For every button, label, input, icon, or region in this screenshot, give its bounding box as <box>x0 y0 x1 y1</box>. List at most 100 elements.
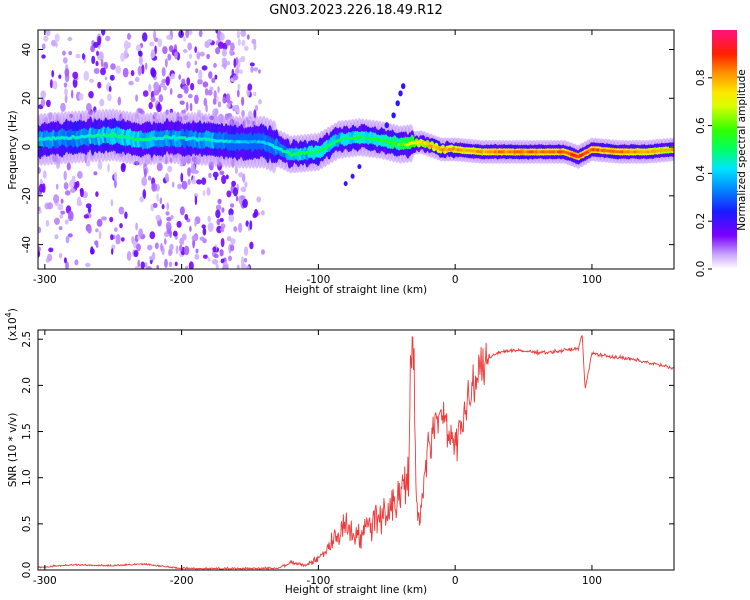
spectrogram-scatter-blob <box>95 228 99 233</box>
spectrogram-scatter-blob <box>155 214 161 221</box>
spectrogram-scatter-blob <box>244 181 248 188</box>
spectrogram-scatter-blob <box>228 208 234 217</box>
spectrogram-scatter-blob <box>126 251 132 261</box>
spectrogram-scatter-blob <box>207 257 211 262</box>
spectrogram-scatter-blob <box>72 71 79 80</box>
spectrogram-scatter-blob <box>213 253 219 259</box>
spectrogram-scatter-blob <box>63 182 69 190</box>
spectrogram-scatter-blob <box>38 206 41 211</box>
spectrogram-scatter-blob <box>148 102 153 110</box>
spectrogram-scatter-blob <box>220 226 225 233</box>
spectrogram-scatter-blob <box>254 104 259 112</box>
spectrogram-scatter-blob <box>187 167 191 177</box>
spectrogram-scatter-blob <box>219 249 224 257</box>
colorbar-ticks: 0.0 0.2 0.4 0.6 0.8 <box>695 69 712 277</box>
spectrogram-scatter-blob <box>137 108 144 114</box>
spectrogram-scatter-blob <box>212 246 217 253</box>
spectrogram-scatter-blob <box>110 63 116 70</box>
spectrogram-streak-blob <box>377 129 383 136</box>
snr-y-multiplier-base: (x10 <box>7 317 19 341</box>
snr-y-tick-label: 0.0 <box>21 562 33 579</box>
spectrogram-scatter-blob <box>184 214 189 220</box>
spectrogram-scatter-blob <box>99 98 105 107</box>
spectrogram-scatter-blob <box>114 227 118 233</box>
spectrogram-scatter-blob <box>142 189 147 200</box>
spectrogram-scatter-blob <box>60 210 66 215</box>
spectrogram-scatter-blob <box>128 80 134 86</box>
spectrogram-scatter-blob <box>93 68 100 74</box>
spectrogram-scatter-blob <box>221 174 227 185</box>
spectrogram-scatter-blob <box>201 177 207 185</box>
spectrogram-scatter-blob <box>172 230 178 237</box>
spectrogram-scatter-blob <box>107 163 110 173</box>
spectrogram-scatter-blob <box>213 90 217 100</box>
spectrogram-scatter-blob <box>240 186 247 193</box>
spectrogram-scatter-blob <box>60 198 64 204</box>
spectrogram-scatter-blob <box>123 49 128 60</box>
spectrogram-scatter-blob <box>95 60 99 67</box>
spectrogram-scatter-blob <box>183 49 188 53</box>
spectrogram-streak-blob <box>395 100 400 107</box>
spectrogram-scatter-blob <box>181 233 187 241</box>
snr-x-tick-label: -200 <box>170 575 194 587</box>
spectrogram-scatter-blob <box>189 102 193 112</box>
spectrogram-scatter-blob <box>90 248 95 255</box>
spectrogram-ridge-core <box>325 145 329 149</box>
spectrogram-scatter-blob <box>253 208 259 218</box>
spectrogram-scatter-blob <box>179 100 185 105</box>
spectrogram-scatter-blob <box>45 30 51 36</box>
spectrogram-scatter-blob <box>225 39 232 46</box>
spectrogram-scatter-blob <box>113 171 118 181</box>
spectrogram-scatter-blob <box>150 68 157 78</box>
spectrogram-scatter-blob <box>198 30 203 38</box>
spectrogram-scatter-blob <box>202 227 207 236</box>
spectrogram-scatter-blob <box>179 206 185 216</box>
spectrogram-scatter-blob <box>43 35 49 42</box>
spectrogram-scatter-blob <box>230 42 235 51</box>
spectrogram-scatter-blob <box>139 196 145 203</box>
spectrogram-scatter-blob <box>158 101 161 110</box>
spectrogram-scatter-blob <box>78 93 84 101</box>
spectrogram-scatter-blob <box>189 53 193 59</box>
colorbar: 0.0 0.2 0.4 0.6 0.8 Normalized spectral ampl… <box>695 30 748 277</box>
spectrogram-scatter-blob <box>87 206 92 214</box>
spectrogram-scatter-blob <box>166 202 170 211</box>
spectrogram-scatter-blob <box>193 193 199 198</box>
spectrogram-scatter-blob <box>221 57 225 64</box>
spectrogram-scatter-blob <box>181 180 188 190</box>
spectrogram-scatter-blob <box>217 198 222 204</box>
spectrogram-scatter-blob <box>186 77 191 86</box>
spectrogram-scatter-blob <box>143 168 147 178</box>
spectrogram-scatter-blob <box>49 79 53 89</box>
spectrogram-x-tick-label: -100 <box>306 274 330 286</box>
spectrogram-scatter-blob <box>221 207 225 213</box>
spectrogram-scatter-blob <box>110 199 114 207</box>
spectrogram-scatter-blob <box>187 42 192 51</box>
spectrogram-scatter-blob <box>213 63 217 68</box>
spectrogram-scatter-blob <box>138 55 143 66</box>
spectrogram-scatter-blob <box>208 71 213 79</box>
spectrogram-scatter-blob <box>77 171 83 179</box>
snr-y-tick-label: 0.5 <box>21 515 33 532</box>
spectrogram-scatter-blob <box>64 68 70 77</box>
spectrogram-scatter-blob <box>159 82 166 88</box>
spectrogram-scatter-blob <box>220 237 225 248</box>
spectrogram-scatter-blob <box>196 51 201 60</box>
spectrogram-scatter-blob <box>75 53 81 59</box>
spectrogram-scatter-blob <box>181 78 186 86</box>
spectrogram-scatter-blob <box>230 238 236 245</box>
snr-x-label: Height of straight line (km) <box>285 584 427 596</box>
spectrogram-scatter-blob <box>38 166 41 175</box>
spectrogram-scatter-blob <box>258 99 262 105</box>
spectrogram-scatter-blob <box>89 78 94 83</box>
spectrogram-scatter-blob <box>63 82 68 88</box>
spectrogram-streak-blob <box>343 181 348 187</box>
spectrogram-scatter-blob <box>214 108 219 116</box>
spectrogram-scatter-blob <box>71 89 74 99</box>
spectrogram-scatter-blob <box>142 90 149 97</box>
snr-y-tick-label: 2.0 <box>21 377 33 394</box>
spectrogram-scatter-blob <box>215 264 219 269</box>
spectrogram-scatter-blob <box>166 34 172 40</box>
spectrogram-scatter-blob <box>169 229 172 238</box>
